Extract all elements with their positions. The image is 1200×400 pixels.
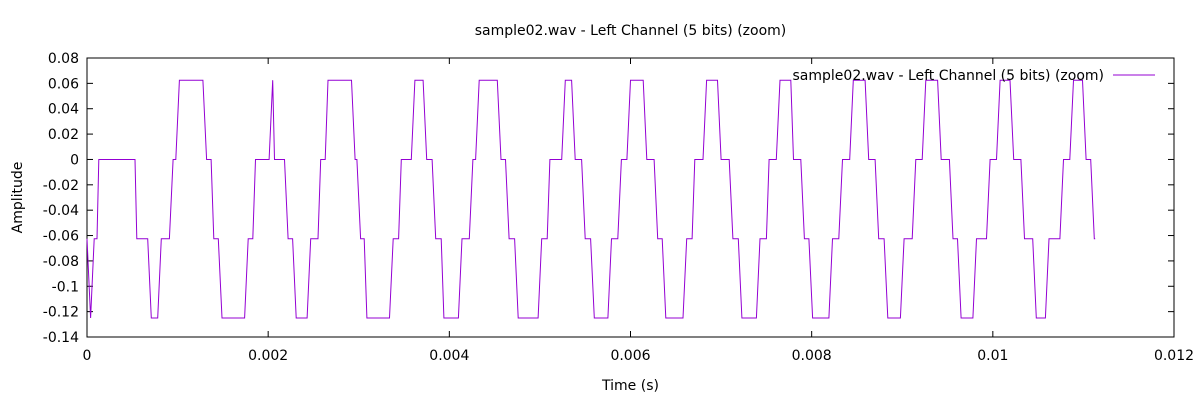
x-tick-label: 0 <box>83 348 92 364</box>
x-tick-label: 0.008 <box>792 348 832 364</box>
y-tick-label: 0 <box>70 152 79 168</box>
y-tick-label: -0.14 <box>43 330 79 346</box>
y-tick-label: 0.02 <box>48 127 79 143</box>
y-tick-label: -0.08 <box>43 254 79 270</box>
x-tick-label: 0.01 <box>977 348 1008 364</box>
y-tick-label: -0.02 <box>43 178 79 194</box>
y-tick-label: 0.06 <box>48 76 79 92</box>
legend-entry-label: sample02.wav - Left Channel (5 bits) (zo… <box>793 68 1104 84</box>
series-line-left-channel <box>86 79 1096 319</box>
x-tick-label: 0.002 <box>248 348 288 364</box>
y-axis: 0.08 0.06 0.04 0.02 0 -0.02 -0.04 -0.06 -0.08 -0.… <box>43 51 1174 346</box>
chart-title: sample02.wav - Left Channel (5 bits) (zo… <box>475 23 786 39</box>
x-axis-label: Time (s) <box>601 378 659 394</box>
y-tick-label: -0.12 <box>43 305 79 321</box>
y-tick-label: -0.04 <box>43 203 79 219</box>
x-tick-label: 0.012 <box>1154 348 1194 364</box>
y-tick-label: 0.08 <box>48 51 79 67</box>
x-axis: 0 0.002 0.004 0.006 0.008 0.01 0.012 <box>83 58 1194 364</box>
y-tick-label: -0.1 <box>52 279 79 295</box>
x-tick-label: 0.006 <box>610 348 650 364</box>
x-tick-label: 0.004 <box>429 348 469 364</box>
y-tick-label: 0.04 <box>48 102 79 118</box>
legend: sample02.wav - Left Channel (5 bits) (zo… <box>793 68 1155 84</box>
y-tick-label: -0.06 <box>43 229 79 245</box>
y-axis-label: Amplitude <box>10 162 26 234</box>
